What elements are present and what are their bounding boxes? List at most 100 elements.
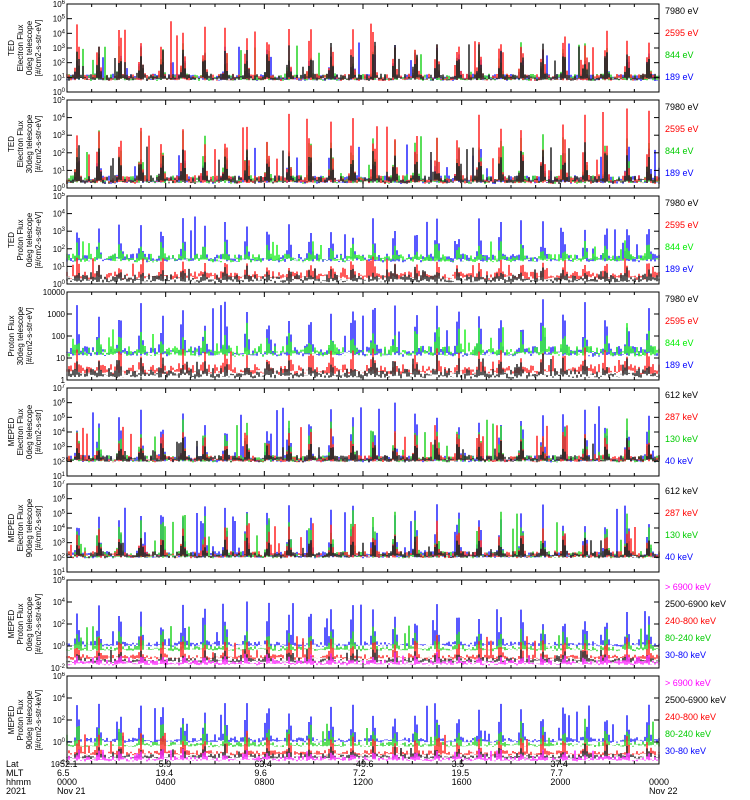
footer-hhmm-cell: 0000 (649, 777, 670, 787)
legend-entry: 130 keV (665, 434, 699, 444)
flux-panel-7: 10-2 100 102 104 106 MEPEDProton Flux0deg tel… (0, 576, 750, 673)
series-5-4 (66, 402, 660, 463)
ytick-label: 106 (53, 672, 66, 681)
y-axis-label: MEPEDElectron Flux90deg telescope[#/cm2-… (7, 498, 43, 557)
ytick-label: 103 (53, 227, 66, 236)
legend-entry: 287 keV (665, 508, 699, 518)
legend-entry: 2595 eV (665, 124, 699, 134)
footer-label-hhmm: hhmm (6, 777, 32, 787)
ytick-label: 103 (53, 539, 66, 548)
series-8-2 (66, 744, 660, 759)
legend-entry: 2595 eV (665, 28, 699, 38)
y-axis-label: TEDElectron Flux0deg telescope[#/cm2-s-s… (7, 20, 43, 77)
footer-lat-cell: 37.4 (550, 759, 568, 769)
ytick-label: 101 (53, 568, 66, 576)
footer-lat-cell: -52.1 (57, 759, 78, 769)
legend-entry: 844 eV (665, 242, 694, 252)
series-5-3 (66, 418, 660, 463)
ytick-label: 104 (53, 598, 66, 607)
flux-plot-5: 101 102 103 104 105 106 107 MEPEDElectron Flux0… (7, 384, 660, 481)
ytick-label: 104 (53, 694, 66, 703)
legend-entry: 189 eV (665, 360, 694, 370)
series-5-1 (66, 437, 660, 463)
ytick-label: 101 (53, 262, 66, 271)
legend-entry: 287 keV (665, 412, 699, 422)
series-2-2 (66, 108, 660, 184)
y-axis-label: Proton Flux30deg telescope[#/cm2-s-str-e… (7, 306, 34, 365)
ytick-label: 10000 (43, 288, 66, 297)
ytick-label: 103 (53, 443, 66, 452)
legend-entry: 189 eV (665, 264, 694, 274)
legend-entry: 7980 eV (665, 198, 699, 208)
footer-hhmm-cell: 0800 (254, 777, 275, 787)
legend-entry: 30-80 keV (665, 650, 707, 660)
ytick-label: 102 (53, 553, 66, 562)
ytick-label: 101 (53, 472, 66, 480)
plot-frame (66, 387, 660, 477)
legend-entry: 240-800 keV (665, 712, 717, 722)
footer-lat-cell: 3.5 (451, 759, 465, 769)
ytick-label: 102 (53, 457, 66, 466)
legend-entry: 40 keV (665, 456, 694, 466)
ytick-label: 100 (53, 184, 66, 192)
legend-entry: 30-80 keV (665, 746, 707, 756)
footer-hhmm-cell: 0000 (57, 777, 78, 787)
flux-plot-6: 101 102 103 104 105 106 107 MEPEDElectron Flux9… (7, 480, 660, 577)
plot-frame (66, 99, 660, 189)
ytick-label: 10 (56, 354, 65, 363)
footer-date-cell: Nov 21 (57, 786, 86, 796)
ytick-label: 106 (53, 0, 66, 9)
flux-panel-4: 1 10 100 1000 10000 Proton Flux30deg telescop… (0, 288, 750, 385)
ytick-label: 102 (53, 149, 66, 158)
ytick-label: 106 (53, 576, 66, 585)
ytick-label: 105 (53, 15, 66, 24)
legend-entry: 612 keV (665, 486, 699, 496)
flux-panel-3: 100 101 102 103 104 105 TEDProton Flux0deg tel… (0, 192, 750, 289)
legend-entry: 2595 eV (665, 220, 699, 230)
ytick-label: 104 (53, 114, 66, 123)
ytick-label: 104 (53, 428, 66, 437)
legend-entry: 2595 eV (665, 316, 699, 326)
flux-plot-2: 100 101 102 103 104 105 TEDElectron Flux30deg … (7, 96, 660, 193)
ytick-label: 100 (53, 280, 66, 288)
legend-entry: > 6900 keV (665, 582, 711, 592)
flux-panel-6: 101 102 103 104 105 106 107 MEPEDElectron Flux9… (0, 480, 750, 577)
flux-panel-8: 10-2 100 102 104 106 MEPEDProton Flux90deg te… (0, 672, 750, 769)
footer-label-lat: Lat (6, 759, 19, 769)
ytick-label: 104 (53, 210, 66, 219)
ytick-label: 10-2 (51, 760, 66, 768)
footer-mlt-cell: 6.5 (57, 768, 70, 778)
legend-entry: 612 keV (665, 390, 699, 400)
flux-plot-4: 1 10 100 1000 10000 Proton Flux30deg telescop… (7, 288, 660, 385)
legend-entry: 7980 eV (665, 6, 699, 16)
ytick-label: 105 (53, 192, 66, 201)
flux-panel-2: 100 101 102 103 104 105 TEDElectron Flux30deg … (0, 96, 750, 193)
series-7-5 (66, 601, 660, 647)
plot-frame (66, 195, 660, 285)
time-axis-footer: Lat MLT hhmm 2021 -52.1 6.5 0000 Nov 21 -5.9… (0, 760, 750, 800)
series-2-4 (66, 144, 660, 184)
series-3-3 (66, 240, 660, 263)
series-4-4 (66, 299, 658, 357)
plot-frame (66, 483, 660, 573)
legend-entry: 80-240 keV (665, 729, 712, 739)
legend-entry: 844 eV (665, 50, 694, 60)
ytick-label: 107 (53, 480, 66, 489)
series-6-1 (66, 535, 660, 559)
flux-plot-7: 10-2 100 102 104 106 MEPEDProton Flux0deg tel… (7, 576, 660, 673)
series-7-4 (66, 624, 660, 652)
ytick-label: 105 (53, 413, 66, 422)
footer-hhmm-cell: 2000 (550, 777, 571, 787)
footer-mlt-cell: 7.2 (353, 768, 366, 778)
flux-plot-1: 100 101 102 103 104 105 106 TEDElectron Flux0de… (7, 0, 660, 97)
ytick-label: 103 (53, 131, 66, 140)
flux-panel-1: 100 101 102 103 104 105 106 TEDElectron Flux0de… (0, 0, 750, 97)
series-1-3 (66, 42, 660, 81)
legend-entry: 2500-6900 keV (665, 599, 727, 609)
footer-date-cell: Nov 22 (649, 786, 678, 796)
series-8-3 (66, 730, 660, 756)
plot-frame (66, 675, 660, 765)
ytick-label: 103 (53, 44, 66, 53)
ytick-label: 100 (53, 738, 66, 747)
